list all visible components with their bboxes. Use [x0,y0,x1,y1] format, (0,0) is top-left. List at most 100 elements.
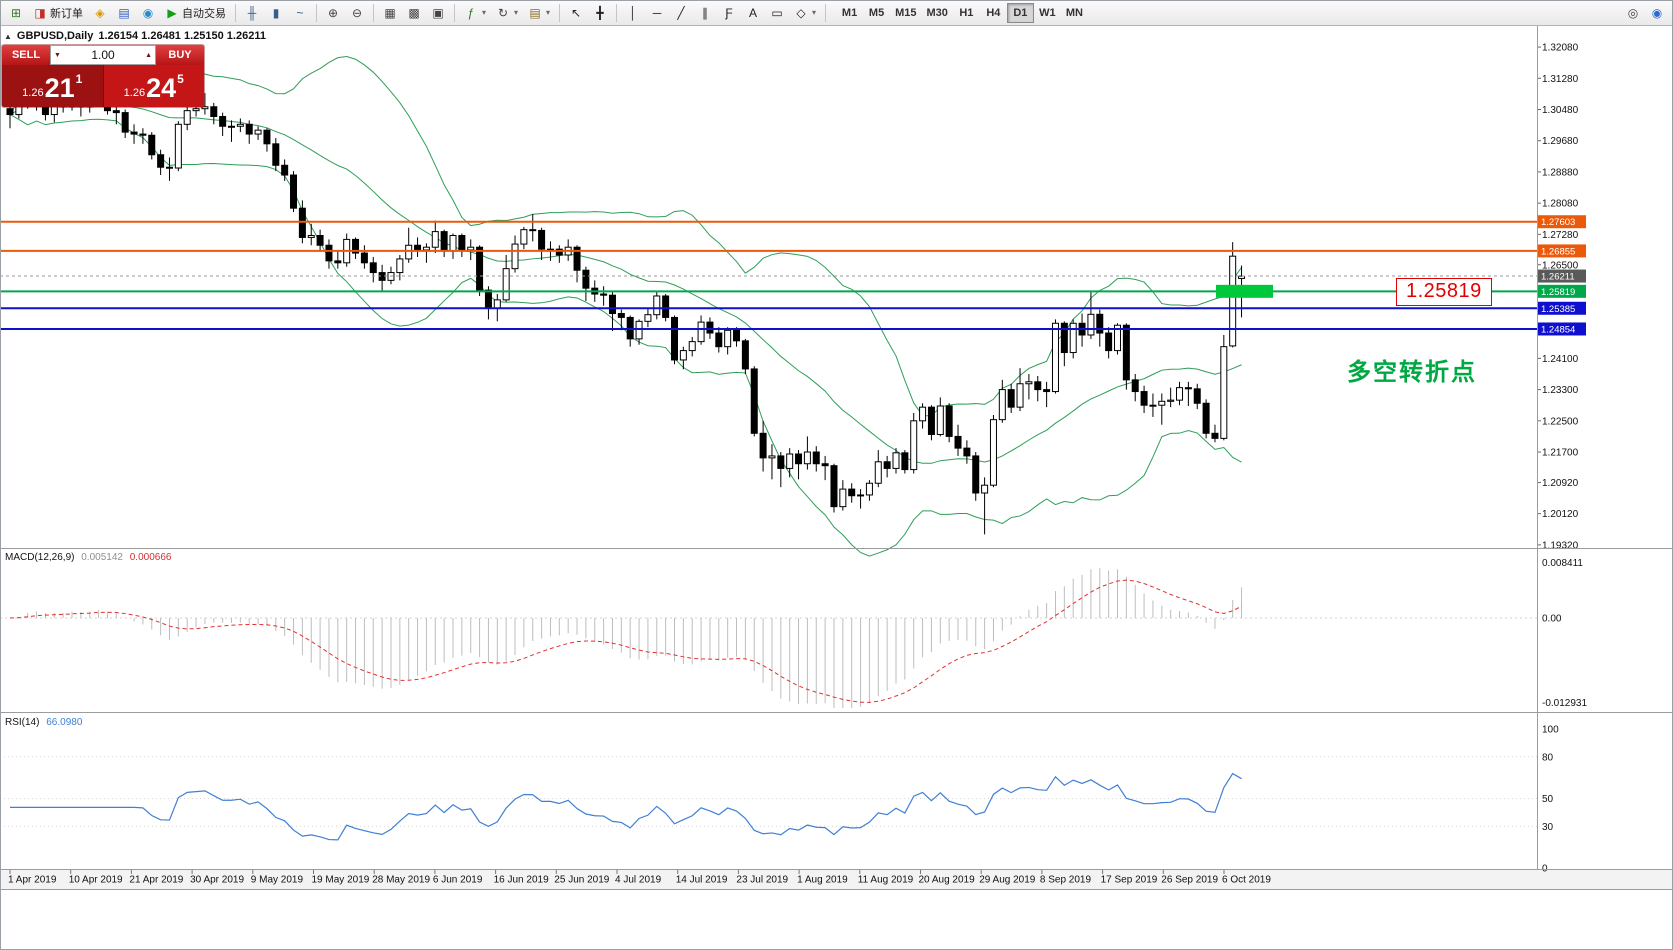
timeframe-w1-button[interactable]: W1 [1039,6,1056,19]
toolbar-separator [616,3,618,22]
periods-icon: ↻ [497,5,509,20]
svg-text:1.20120: 1.20120 [1542,509,1579,520]
fibonacci-button[interactable]: Ƒ [718,3,740,23]
svg-text:0.008411: 0.008411 [1542,558,1583,569]
label-button[interactable]: ▭ [766,3,788,23]
timeframe-d1-button[interactable]: D1 [1006,2,1034,23]
channel-button[interactable]: ∥ [694,3,716,23]
svg-text:10 Apr 2019: 10 Apr 2019 [69,875,123,886]
buy-price[interactable]: 1.26 24 5 [103,65,204,107]
chart-symbol-title: GBPUSD,Daily [16,30,94,42]
timeframe-m30-button[interactable]: M30 [926,6,948,19]
cursor-button[interactable]: ↖ [565,3,587,23]
svg-text:21 Apr 2019: 21 Apr 2019 [129,875,183,886]
timeframe-m15-button[interactable]: M15 [895,6,917,19]
label-icon: ▭ [771,5,783,20]
time-axis[interactable]: 1 Apr 2019 10 Apr 2019 21 Apr 2019 30 Apr 2… [8,870,1271,886]
auto-trading-button[interactable]: ▶ 自动交易 [161,3,230,23]
auto-arrange-button[interactable]: ▩ [403,3,425,23]
buy-button[interactable]: BUY [156,45,204,65]
bar-chart-icon: ╫ [247,5,257,20]
new-order-icon: ◨ [34,5,46,20]
timeframe-mn-button[interactable]: MN [1065,6,1083,19]
horizontal-line-button[interactable]: ─ [646,3,668,23]
svg-text:1.23300: 1.23300 [1542,385,1579,396]
trendline-icon: ╱ [677,5,685,20]
vertical-line-button[interactable]: │ [622,3,644,23]
macd-signal-line [9,579,1242,703]
templates-icon: ▤ [529,5,541,20]
new-order-button[interactable]: ◨ 新订单 [29,3,87,23]
line-chart-button[interactable]: ~ [289,3,311,23]
rsi-value: 66.0980 [46,717,83,728]
zoom-out-button[interactable]: ⊖ [346,3,368,23]
volume-value[interactable]: 1.00 [91,48,115,62]
shapes-button[interactable]: ◇ ▾ [790,3,820,23]
svg-text:30: 30 [1542,822,1554,833]
svg-text:16 Jun 2019: 16 Jun 2019 [494,875,549,886]
macd-name: MACD(12,26,9) [5,552,75,563]
bollinger-middle-band [9,100,1242,464]
crosshair-icon: ╋ [596,5,604,20]
indicators-button[interactable]: ƒ ▾ [460,3,490,23]
auto-trading-icon: ▶ [167,5,177,20]
volume-up-icon[interactable]: ▲ [145,51,152,59]
chart-titlebar: ▲ GBPUSD,Daily 1.26154 1.26481 1.25150 1… [4,30,266,42]
search-icon: ◎ [1627,5,1639,20]
macd-signal-value: 0.000666 [129,552,172,563]
svg-text:1.27603: 1.27603 [1541,217,1575,228]
templates-button[interactable]: ▤ ▾ [524,3,554,23]
time-axis-strip[interactable] [0,870,1673,890]
toolbar-separator [235,3,236,22]
svg-text:-0.012931: -0.012931 [1542,698,1587,709]
bar-chart-button[interactable]: ╫ [241,3,263,23]
sell-price-sup: 1 [75,72,83,86]
history-center-icon: ◈ [95,5,105,20]
history-center-icon[interactable]: ◈ [89,3,111,23]
text-button[interactable]: A [742,3,764,23]
grid-button[interactable]: ▣ [427,3,449,23]
tile-windows-button[interactable]: ▦ [379,3,401,23]
timeframe-m1-button[interactable]: M1 [841,6,858,19]
timeframe-h1-button[interactable]: H1 [959,6,974,19]
sell-button[interactable]: SELL [2,45,50,65]
volume-field[interactable]: ▼ 1.00 ▲ [50,45,156,65]
crosshair-button[interactable]: ╋ [589,3,611,23]
navigator-icon[interactable]: ◉ [137,3,159,23]
svg-text:0.00: 0.00 [1542,614,1562,625]
svg-text:100: 100 [1542,725,1559,736]
price-callout[interactable]: 1.25819 [1396,278,1492,306]
svg-text:1.25819: 1.25819 [1541,287,1575,298]
svg-text:6 Oct 2019: 6 Oct 2019 [1222,875,1271,886]
svg-text:1 Apr 2019: 1 Apr 2019 [8,875,57,886]
price-axis[interactable]: 1.32080 1.31280 1.30480 1.29680 1.28880 1.280… [1537,43,1586,552]
timeframe-m5-button[interactable]: M5 [868,6,885,19]
svg-text:8 Sep 2019: 8 Sep 2019 [1040,875,1092,886]
sell-price[interactable]: 1.26 21 1 [2,65,104,107]
candlestick-series [6,82,1246,535]
highlight-zone[interactable] [1216,284,1273,298]
svg-text:1.19320: 1.19320 [1542,540,1579,551]
svg-text:9 May 2019: 9 May 2019 [251,875,304,886]
one-click-collapse-icon[interactable]: ▲ [4,31,12,41]
timeframe-h4-button[interactable]: H4 [986,6,1001,19]
trendline-button[interactable]: ╱ [670,3,692,23]
periods-button[interactable]: ↻ ▾ [492,3,522,23]
volume-down-icon[interactable]: ▼ [54,51,61,59]
svg-text:1.24100: 1.24100 [1542,354,1579,365]
search-button[interactable]: ◎ [1622,3,1644,23]
svg-text:80: 80 [1542,752,1554,763]
candlestick-chart-button[interactable]: ▮ [265,3,287,23]
svg-text:1.24854: 1.24854 [1541,324,1575,335]
community-button[interactable]: ◉ [1646,3,1668,23]
svg-text:1 Aug 2019: 1 Aug 2019 [797,875,848,886]
fibonacci-icon: Ƒ [725,5,733,20]
new-chart-button[interactable]: ⊞ [5,3,27,23]
zoom-in-button[interactable]: ⊕ [322,3,344,23]
macd-label: MACD(12,26,9) 0.005142 0.000666 [5,552,171,563]
svg-text:1.27280: 1.27280 [1542,230,1579,241]
market-watch-icon[interactable]: ▤ [113,3,135,23]
navigator-icon: ◉ [142,5,154,20]
cursor-icon: ↖ [571,5,582,20]
